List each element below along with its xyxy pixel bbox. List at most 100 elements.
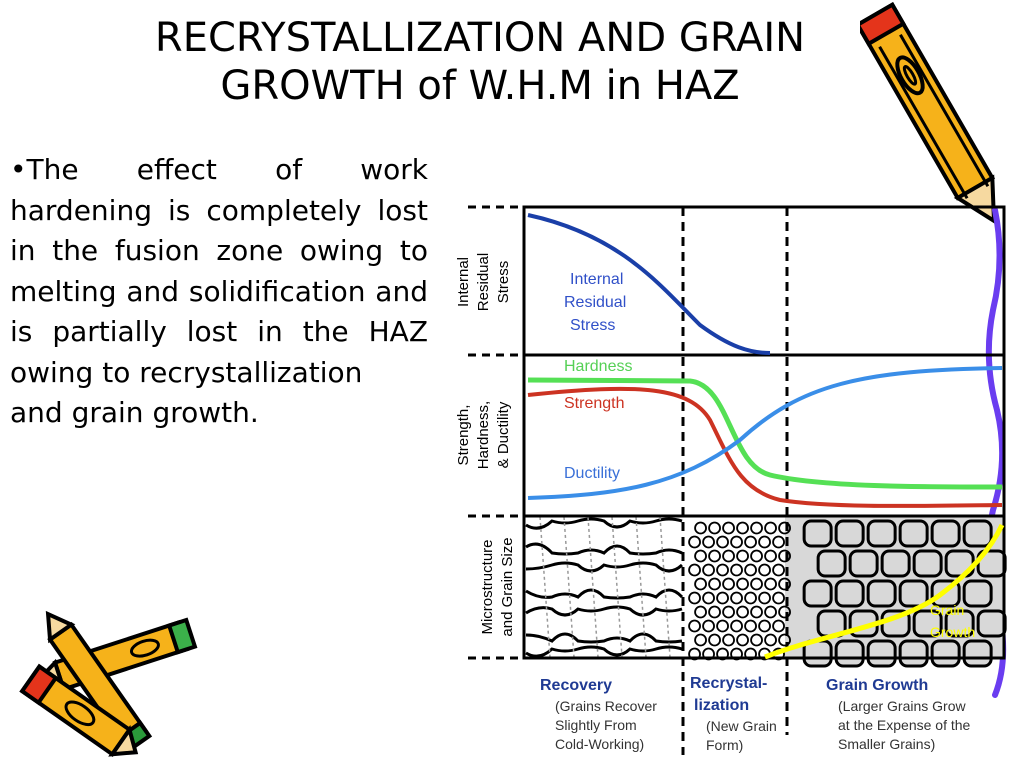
small-grain [750,633,763,647]
small-grain [708,549,721,563]
panel-label-line: Strength, [455,405,472,466]
stage-desc-line: Smaller Grains) [838,736,935,752]
panel-label-line: Residual [475,253,492,311]
stage-desc-line: Cold-Working) [555,736,644,752]
large-grain [848,549,879,578]
large-grain [866,519,897,548]
large-grain [962,519,993,548]
small-grain [744,563,757,577]
small-grain [694,633,707,647]
panel-label-stress: Internal Residual Stress [455,253,512,311]
title-line-2: GROWTH of W.H.M in HAZ [220,63,740,109]
slip-line [539,516,551,658]
small-grain [730,563,743,577]
grain-boundary [525,517,683,530]
small-grain [716,619,729,633]
small-grain [694,577,707,591]
stage-desc-line: (Larger Grains Grow [838,698,966,714]
panel-label-line: and Grain Size [499,537,516,636]
small-grain [708,521,721,535]
stage-title-recrystallization-2: lization [694,697,749,714]
grain-boundary [525,542,683,556]
small-grain [772,563,785,577]
recrystallization-diagram: Internal Residual Stress Strength, Hardn… [455,205,1007,755]
small-grain [694,605,707,619]
large-grain [898,579,929,608]
small-grain [764,549,777,563]
small-grain [708,605,721,619]
large-grain [816,549,847,578]
small-grain [764,521,777,535]
small-grain [736,605,749,619]
large-grain [866,639,897,668]
large-grain [962,579,993,608]
small-grain [758,563,771,577]
stress-label-line: Stress [570,317,615,334]
stress-label-line: Residual [564,294,626,311]
stage-desc-line: (New Grain [706,718,777,734]
large-grain [898,639,929,668]
small-grain [772,619,785,633]
grain-boundary [525,645,683,658]
slip-line [611,516,623,658]
small-grain [750,605,763,619]
stage-desc-line: at the Expense of the [838,717,971,733]
large-grain [802,519,833,548]
small-grain [702,591,715,605]
stage-desc-line: Slightly From [555,717,637,733]
small-grain [730,619,743,633]
panel-label-line: Stress [495,261,512,304]
grain-growth-label-line: Grain [930,602,964,618]
large-grain [802,579,833,608]
small-grain [758,591,771,605]
small-grain [744,535,757,549]
large-grain [834,519,865,548]
small-grain [736,549,749,563]
small-grain [778,633,791,647]
grain-boundary [525,561,684,573]
small-grain [688,535,701,549]
large-grain [866,579,897,608]
stage-desc-line: Form) [706,737,743,753]
small-grain [736,521,749,535]
small-grain [716,563,729,577]
small-grain [778,577,791,591]
large-grain [834,639,865,668]
grain-growth-curve [764,523,1005,660]
small-grain [736,577,749,591]
stage-desc-line: (Grains Recover [555,698,657,714]
panel-label-line: & Ductility [495,401,512,468]
title-line-1: RECRYSTALLIZATION AND GRAIN [154,15,806,61]
small-grain [764,605,777,619]
grain-growth-label-line: Growth [930,624,975,640]
large-grain [834,579,865,608]
small-grain [778,521,791,535]
ductility-curve [527,366,1003,500]
large-grain [930,639,961,668]
small-grain [702,563,715,577]
small-grain [750,521,763,535]
small-grain [764,633,777,647]
stage-title-recrystallization: Recrystal- [690,675,767,692]
panel-label-line: Microstructure [479,539,496,634]
hardness-label: Hardness [564,358,632,375]
grain-boundary [525,588,684,600]
large-grain [930,519,961,548]
small-grain [750,577,763,591]
large-grain [944,609,975,638]
bullet-text: •The effect of work hardening is complet… [10,153,428,389]
small-grain [716,535,729,549]
small-grain [730,591,743,605]
small-grain [688,591,701,605]
small-grain [708,633,721,647]
small-grain [778,605,791,619]
slip-line [587,516,599,658]
large-grain [976,609,1007,638]
small-grain [772,591,785,605]
small-grain [758,535,771,549]
small-grain [722,633,735,647]
small-grain [758,619,771,633]
small-grain [744,619,757,633]
small-grain [778,549,791,563]
small-grain [730,535,743,549]
